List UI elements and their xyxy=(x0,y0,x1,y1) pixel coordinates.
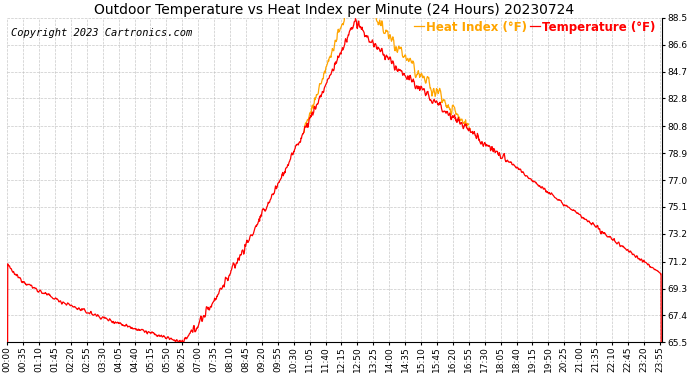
Temperature (°F) xyxy=(437,103,445,107)
Line: Temperature (°F): Temperature (°F) xyxy=(8,19,662,375)
Temperature (°F) xyxy=(148,330,157,335)
Legend: Heat Index (°F), Temperature (°F): Heat Index (°F), Temperature (°F) xyxy=(414,21,656,34)
Temperature (°F) xyxy=(221,276,230,280)
Temperature (°F) xyxy=(132,328,141,333)
Temperature (°F) xyxy=(580,216,589,220)
Heat Index (°F) xyxy=(437,89,445,93)
Line: Heat Index (°F): Heat Index (°F) xyxy=(304,0,470,132)
Temperature (°F) xyxy=(351,16,359,21)
Temperature (°F) xyxy=(522,174,531,178)
Text: Copyright 2023 Cartronics.com: Copyright 2023 Cartronics.com xyxy=(10,28,192,38)
Title: Outdoor Temperature vs Heat Index per Minute (24 Hours) 20230724: Outdoor Temperature vs Heat Index per Mi… xyxy=(95,3,575,17)
